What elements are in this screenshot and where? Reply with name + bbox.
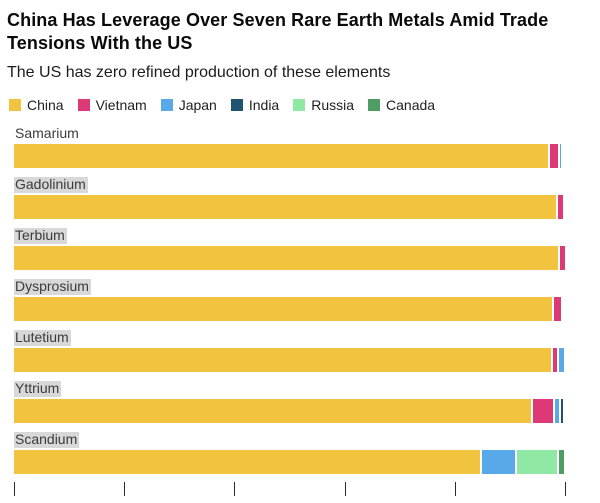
legend-swatch-icon	[230, 99, 243, 111]
bar-segment-vietnam	[558, 246, 565, 270]
stacked-bar	[14, 246, 565, 270]
x-axis-tick: 100%	[547, 482, 583, 503]
bar-segment-canada	[557, 450, 564, 474]
x-axis-tick: 40%	[220, 482, 248, 503]
bar-segment-vietnam	[550, 348, 558, 372]
category-label: Lutetium	[14, 329, 71, 346]
stacked-bar-chart: Samarium Gadolinium Terbium Dysprosium Lutet…	[14, 125, 565, 474]
legend-item-canada: Canada	[368, 97, 435, 113]
x-axis-tick: 0%	[4, 482, 24, 503]
bar-segment-china	[14, 297, 552, 321]
stacked-bar	[14, 297, 565, 321]
legend-swatch-icon	[160, 99, 173, 111]
bar-segment-china	[14, 195, 557, 219]
legend-item-russia: Russia	[293, 97, 354, 113]
tick-label: 0%	[4, 500, 24, 503]
bar-segment-japan	[557, 348, 565, 372]
bar-segment-vietnam	[547, 144, 559, 168]
tick-label: 100%	[547, 500, 583, 503]
legend-item-china: China	[9, 97, 64, 113]
category-label: Gadolinium	[14, 176, 88, 193]
bar-row-yttrium: Yttrium	[14, 380, 565, 423]
chart-title: China Has Leverage Over Seven Rare Earth…	[7, 10, 549, 53]
tick-mark	[565, 482, 566, 496]
legend-swatch-icon	[77, 99, 90, 111]
legend-label: China	[27, 97, 64, 113]
legend-swatch-icon	[368, 99, 381, 111]
legend-item-japan: Japan	[160, 97, 217, 113]
bar-row-dysprosium: Dysprosium	[14, 278, 565, 321]
bar-segment-japan	[558, 144, 562, 168]
tick-mark	[234, 482, 236, 496]
category-label: Terbium	[14, 227, 67, 244]
legend-label: Vietnam	[95, 97, 147, 113]
x-axis-tick: 60%	[331, 482, 359, 503]
bar-segment-japan	[560, 297, 563, 321]
stacked-bar	[14, 195, 565, 219]
x-axis-tick: 20%	[110, 482, 138, 503]
bar-segment-russia	[515, 450, 558, 474]
bar-row-gadolinium: Gadolinium	[14, 176, 565, 219]
legend-swatch-icon	[293, 99, 306, 111]
bar-row-scandium: Scandium	[14, 431, 565, 474]
stacked-bar	[14, 399, 565, 423]
chart-legend: China Vietnam Japan India Russia Canada	[7, 97, 593, 113]
tick-label: 60%	[331, 500, 359, 503]
stacked-bar	[14, 348, 565, 372]
bar-segment-japan	[479, 450, 516, 474]
legend-label: Russia	[311, 97, 355, 113]
tick-mark	[14, 482, 15, 496]
bar-segment-india	[558, 399, 563, 423]
bar-segment-china	[14, 144, 548, 168]
tick-label: 40%	[220, 500, 248, 503]
tick-mark	[454, 482, 456, 496]
tick-label: 80%	[441, 500, 469, 503]
tick-mark	[124, 482, 126, 496]
legend-swatch-icon	[9, 99, 21, 111]
tick-mark	[344, 482, 346, 496]
stacked-bar	[14, 144, 565, 168]
legend-label: India	[248, 97, 280, 113]
bar-row-samarium: Samarium	[14, 125, 565, 168]
category-label: Yttrium	[14, 380, 62, 397]
category-label: Scandium	[14, 431, 80, 448]
category-label: Dysprosium	[14, 278, 91, 295]
bar-segment-vietnam	[530, 399, 553, 423]
legend-label: Japan	[178, 97, 217, 113]
category-label: Samarium	[15, 125, 79, 141]
legend-label: Canada	[386, 97, 436, 113]
x-axis: 0% 20% 40% 60% 80% 100%	[4, 482, 583, 503]
stacked-bar	[14, 450, 565, 474]
bar-segment-japan	[552, 399, 559, 423]
bar-segment-china	[14, 399, 531, 423]
bar-row-terbium: Terbium	[14, 227, 565, 270]
tick-label: 20%	[110, 500, 138, 503]
bar-segment-china	[14, 246, 559, 270]
legend-item-vietnam: Vietnam	[77, 97, 147, 113]
chart-subtitle: The US has zero refined production of th…	[7, 64, 391, 81]
bar-segment-vietnam	[551, 297, 561, 321]
legend-item-india: India	[230, 97, 280, 113]
bar-segment-china	[14, 348, 551, 372]
x-axis-tick: 80%	[441, 482, 469, 503]
bar-segment-vietnam	[556, 195, 563, 219]
bar-row-lutetium: Lutetium	[14, 329, 565, 372]
bar-segment-china	[14, 450, 480, 474]
